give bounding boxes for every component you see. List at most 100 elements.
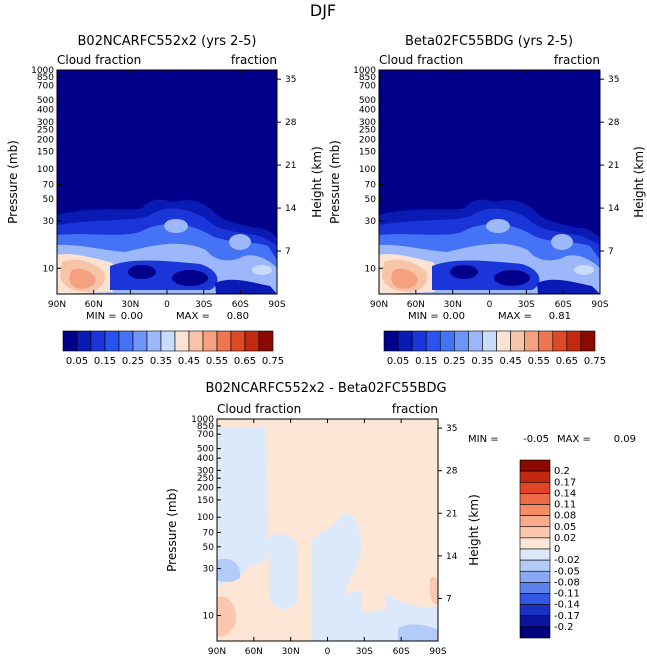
y2-tick-label: 35 bbox=[285, 75, 296, 85]
y-tick-label: 1000 bbox=[191, 415, 214, 425]
y2-tick-label: 7 bbox=[285, 247, 291, 257]
y-axis-label: Pressure (mb) bbox=[328, 140, 342, 224]
y-tick-label: 300 bbox=[197, 466, 214, 476]
y-axis-label: Pressure (mb) bbox=[6, 140, 20, 224]
colorbar-label: 0.35 bbox=[150, 356, 172, 367]
colorbar-swatch bbox=[510, 330, 525, 352]
y2-axis-label: Height (km) bbox=[632, 146, 646, 217]
min-label: MIN = bbox=[86, 311, 117, 322]
y-tick-label: 400 bbox=[197, 454, 214, 464]
plot-area bbox=[56, 69, 278, 295]
max-value: 0.80 bbox=[227, 311, 249, 322]
panel-title: B02NCARFC552x2 (yrs 2-5) bbox=[78, 34, 257, 49]
x-tick-label: 30N bbox=[282, 647, 300, 657]
y-tick-label: 250 bbox=[359, 126, 376, 136]
y2-tick-label: 21 bbox=[446, 509, 457, 519]
y-tick-label: 100 bbox=[359, 165, 376, 175]
y-tick-label: 50 bbox=[43, 195, 55, 205]
y-tick-label: 50 bbox=[365, 195, 377, 205]
colorbar-label: 0.17 bbox=[554, 477, 576, 488]
right-label: fraction bbox=[554, 53, 600, 67]
colorbar-label: 0.05 bbox=[387, 356, 409, 367]
x-tick-label: 90S bbox=[268, 300, 285, 310]
colorbar-swatch bbox=[202, 330, 218, 352]
colorbar-swatch bbox=[519, 515, 551, 528]
max-label: MAX = bbox=[498, 311, 532, 322]
max-label: MAX = bbox=[557, 434, 591, 445]
y2-tick-label: 7 bbox=[608, 247, 614, 257]
y-tick-label: 700 bbox=[359, 81, 376, 91]
colorbar-label: 0.25 bbox=[443, 356, 465, 367]
max-label: MAX = bbox=[176, 311, 210, 322]
y-tick-label: 30 bbox=[203, 565, 215, 575]
y-tick-label: 150 bbox=[37, 148, 54, 158]
y-tick-label: 700 bbox=[197, 430, 214, 440]
colorbar-label: -0.2 bbox=[554, 622, 574, 633]
y-tick-label: 200 bbox=[359, 135, 376, 145]
colorbar-label: 0.75 bbox=[584, 356, 606, 367]
y-axis-label: Pressure (mb) bbox=[165, 488, 179, 572]
colorbar-label: 0.02 bbox=[554, 533, 576, 544]
colorbar-swatch bbox=[118, 330, 134, 352]
colorbar-swatch bbox=[519, 615, 551, 628]
y-tick-label: 70 bbox=[43, 180, 55, 190]
colorbar-swatch bbox=[519, 470, 551, 483]
panel-right: Beta02FC55BDG (yrs 2-5) Cloud fraction f… bbox=[328, 34, 646, 367]
left-label: Cloud fraction bbox=[217, 402, 301, 416]
colorbar-label: 0.55 bbox=[206, 356, 228, 367]
colorbar-swatch bbox=[411, 330, 427, 352]
y-tick-label: 100 bbox=[197, 513, 214, 523]
min-value: -0.05 bbox=[523, 434, 549, 445]
y-tick-label: 30 bbox=[365, 217, 377, 227]
x-tick-label: 30S bbox=[518, 300, 535, 310]
colorbar-swatch bbox=[519, 481, 551, 494]
right-label: fraction bbox=[392, 402, 438, 416]
max-value: 0.81 bbox=[549, 311, 571, 322]
colorbar-swatch bbox=[104, 330, 120, 352]
colorbar-swatch bbox=[132, 330, 148, 352]
left-label: Cloud fraction bbox=[57, 53, 141, 67]
y2-axis-label: Height (km) bbox=[310, 146, 324, 217]
colorbar-label: 0.2 bbox=[554, 466, 570, 477]
colorbar-label: 0.65 bbox=[234, 356, 256, 367]
x-tick-label: 90S bbox=[591, 300, 608, 310]
min-value: 0.00 bbox=[121, 311, 143, 322]
right-label: fraction bbox=[231, 53, 277, 67]
panel-difference: B02NCARFC552x2 - Beta02FC55BDG Cloud fra… bbox=[165, 381, 636, 657]
colorbar-label: 0.35 bbox=[471, 356, 493, 367]
x-tick-label: 30S bbox=[356, 647, 373, 657]
x-tick-label: 90S bbox=[429, 647, 446, 657]
colorbar-label: 0.14 bbox=[554, 488, 576, 499]
colorbar-label: 0.05 bbox=[554, 522, 576, 533]
x-tick-label: 90N bbox=[370, 300, 388, 310]
y-tick-label: 30 bbox=[43, 217, 55, 227]
y-tick-label: 150 bbox=[197, 496, 214, 506]
x-tick-label: 60S bbox=[555, 300, 572, 310]
y-tick-label: 10 bbox=[365, 264, 377, 274]
y2-tick-label: 14 bbox=[446, 552, 458, 562]
colorbar-swatch bbox=[519, 526, 551, 539]
colorbar-label: 0.15 bbox=[415, 356, 437, 367]
y-tick-label: 700 bbox=[37, 81, 54, 91]
panel-title: Beta02FC55BDG (yrs 2-5) bbox=[405, 34, 573, 49]
y-tick-label: 150 bbox=[359, 148, 376, 158]
plot-area bbox=[216, 418, 439, 642]
x-tick-label: 0 bbox=[487, 300, 493, 310]
y2-tick-label: 28 bbox=[285, 118, 297, 128]
colorbar-label: 0.65 bbox=[556, 356, 578, 367]
y-tick-label: 250 bbox=[37, 126, 54, 136]
y-tick-label: 70 bbox=[365, 180, 377, 190]
colorbar-swatch bbox=[519, 582, 551, 594]
y-tick-label: 300 bbox=[37, 118, 54, 128]
colorbar-label: 0.11 bbox=[554, 500, 576, 511]
y-tick-label: 850 bbox=[197, 422, 214, 432]
colorbar-swatch bbox=[482, 330, 497, 352]
y-tick-label: 850 bbox=[37, 73, 54, 83]
colorbar-swatch bbox=[519, 537, 551, 550]
colorbar-swatch bbox=[230, 330, 246, 352]
colorbar-label: 0.45 bbox=[178, 356, 200, 367]
colorbar-swatch bbox=[258, 330, 274, 352]
colorbar-label: -0.02 bbox=[554, 555, 580, 566]
x-tick-label: 60S bbox=[232, 300, 249, 310]
